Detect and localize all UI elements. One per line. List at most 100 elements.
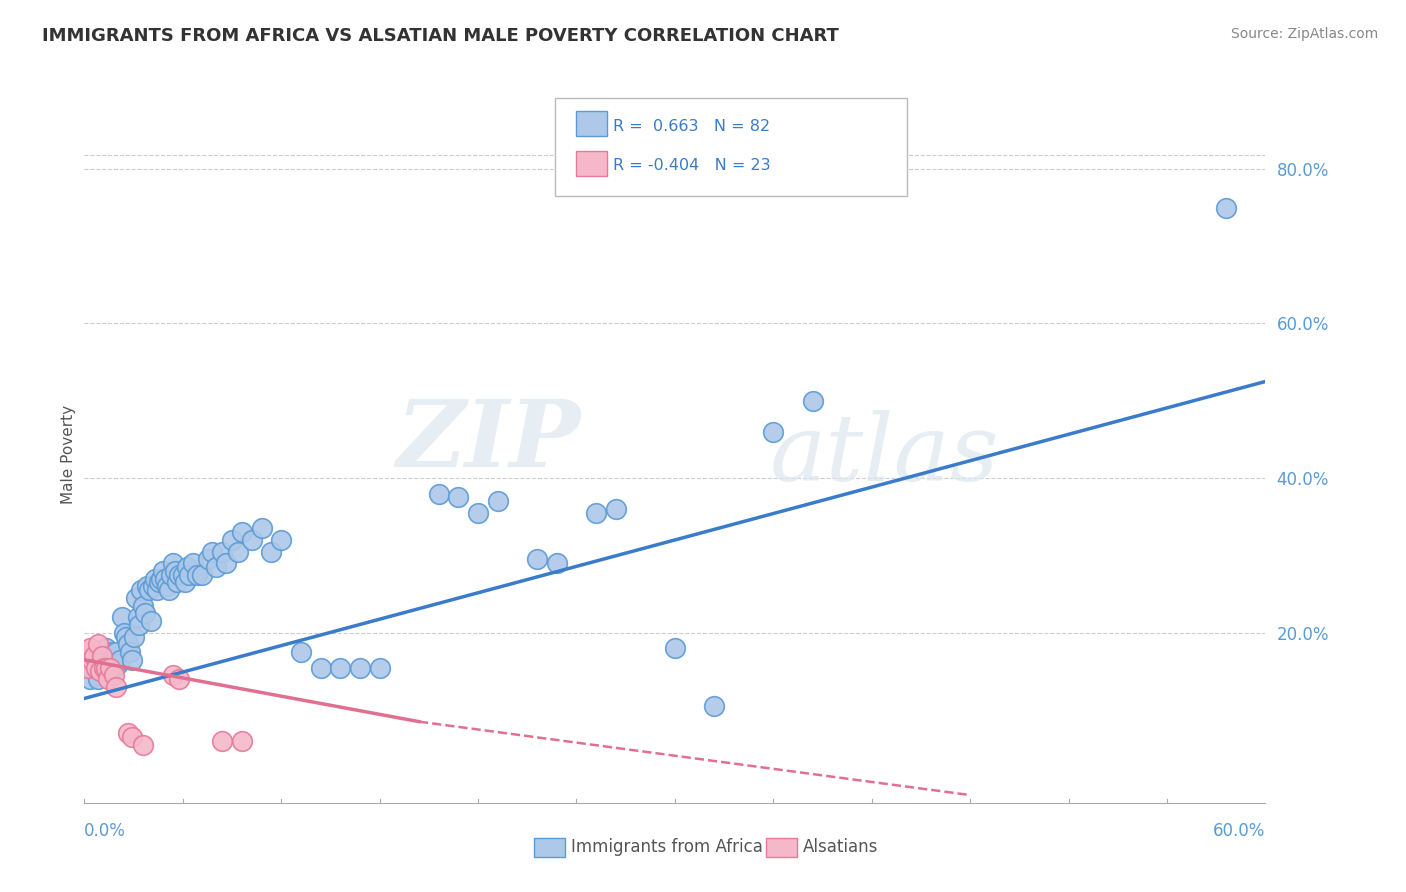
Point <box>121 653 143 667</box>
Point <box>1215 201 1237 215</box>
Point <box>84 660 107 674</box>
Point <box>124 591 146 605</box>
Point <box>75 660 97 674</box>
Point <box>546 556 568 570</box>
Point <box>201 544 224 558</box>
Point <box>112 625 135 640</box>
Point <box>240 533 263 547</box>
Point <box>77 657 100 671</box>
Point <box>101 645 124 659</box>
Text: IMMIGRANTS FROM AFRICA VS ALSATIAN MALE POVERTY CORRELATION CHART: IMMIGRANTS FROM AFRICA VS ALSATIAN MALE … <box>42 27 839 45</box>
Point <box>211 734 233 748</box>
Point <box>172 567 194 582</box>
Point <box>98 653 121 667</box>
Point <box>605 502 627 516</box>
Point <box>75 645 97 659</box>
Point <box>136 579 159 593</box>
Point <box>87 637 110 651</box>
Point <box>156 579 179 593</box>
Text: Alsatians: Alsatians <box>803 838 879 856</box>
Text: R =  0.663   N = 82: R = 0.663 N = 82 <box>613 119 770 134</box>
Point <box>111 610 134 624</box>
Point <box>191 567 214 582</box>
Point <box>91 660 114 674</box>
Point <box>77 660 100 674</box>
Point <box>132 738 155 752</box>
Point <box>215 556 238 570</box>
Point <box>167 567 190 582</box>
Point <box>84 660 107 674</box>
Point <box>142 579 165 593</box>
Point <box>134 607 156 621</box>
Text: Source: ZipAtlas.com: Source: ZipAtlas.com <box>1230 27 1378 41</box>
Point <box>146 583 169 598</box>
Text: ZIP: ZIP <box>396 396 581 486</box>
Point <box>104 645 127 659</box>
Point <box>309 660 332 674</box>
Point <box>141 614 163 628</box>
Point <box>94 660 117 674</box>
Point <box>152 564 174 578</box>
Point <box>114 630 136 644</box>
Point <box>97 648 120 663</box>
Y-axis label: Male Poverty: Male Poverty <box>60 405 76 505</box>
Point <box>290 645 312 659</box>
Point <box>89 665 111 679</box>
Point <box>138 583 160 598</box>
Point <box>153 572 176 586</box>
Text: atlas: atlas <box>769 410 998 500</box>
Point <box>107 657 129 671</box>
Point <box>585 506 607 520</box>
Text: 0.0%: 0.0% <box>84 822 127 840</box>
Point <box>122 630 145 644</box>
Point <box>221 533 243 547</box>
Point <box>143 572 166 586</box>
Point <box>166 575 188 590</box>
Point <box>231 525 253 540</box>
Point <box>79 672 101 686</box>
Point <box>177 567 200 582</box>
Point <box>467 506 489 520</box>
Point <box>160 567 183 582</box>
Point <box>117 726 139 740</box>
Point <box>427 486 450 500</box>
Point <box>82 653 104 667</box>
Point <box>157 583 180 598</box>
Point <box>132 599 155 613</box>
Point <box>104 680 127 694</box>
Text: R = -0.404   N = 23: R = -0.404 N = 23 <box>613 158 770 173</box>
Point <box>486 494 509 508</box>
Point <box>118 645 141 659</box>
Point <box>128 618 150 632</box>
Point <box>87 672 110 686</box>
Point <box>801 393 824 408</box>
Point <box>368 660 391 674</box>
Text: Immigrants from Africa: Immigrants from Africa <box>571 838 762 856</box>
Point <box>176 560 198 574</box>
Point <box>270 533 292 547</box>
Point <box>447 491 470 505</box>
Point <box>664 641 686 656</box>
Point <box>98 660 121 674</box>
Point <box>117 637 139 651</box>
Point <box>83 648 105 663</box>
Point <box>211 544 233 558</box>
Point <box>762 425 785 439</box>
Point <box>231 734 253 748</box>
Point <box>93 653 115 667</box>
Point <box>148 575 170 590</box>
Point <box>103 668 125 682</box>
Point <box>82 660 104 674</box>
Point <box>162 668 184 682</box>
Point <box>89 657 111 671</box>
Point <box>131 583 153 598</box>
Point <box>226 544 249 558</box>
Point <box>150 572 173 586</box>
Point <box>349 660 371 674</box>
Point <box>329 660 352 674</box>
Point <box>703 699 725 714</box>
Point <box>260 544 283 558</box>
Point <box>186 567 208 582</box>
Point <box>173 575 195 590</box>
Point <box>73 653 96 667</box>
